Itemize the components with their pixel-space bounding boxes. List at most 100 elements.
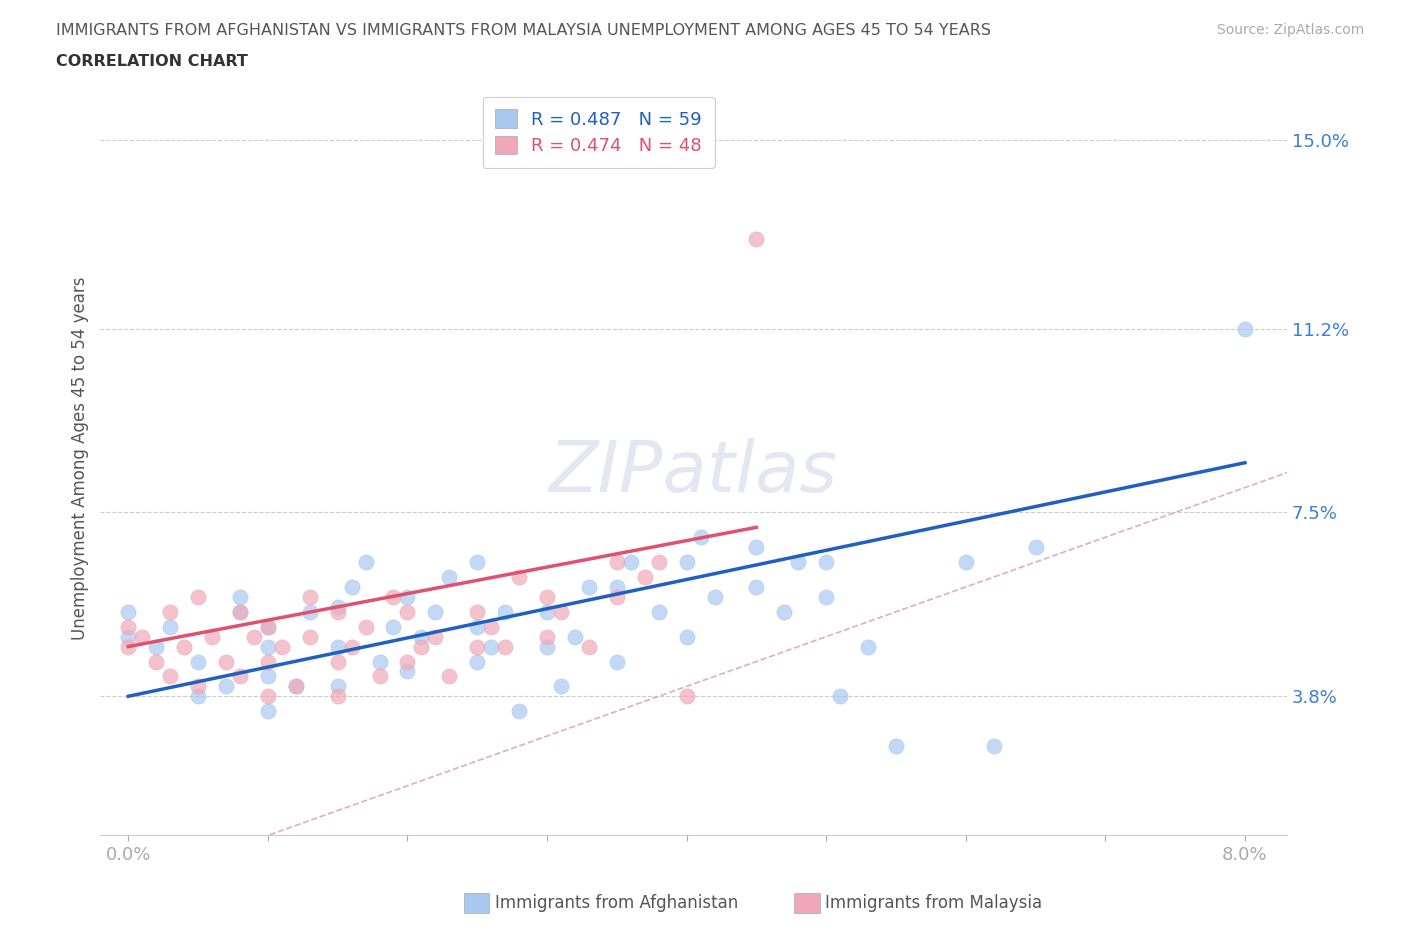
Point [479,639,502,654]
Point [396,590,419,604]
Point [1233,321,1256,336]
Point [159,604,181,619]
Point [815,590,838,604]
Point [298,590,321,604]
Point [606,579,628,594]
Point [550,604,572,619]
Point [159,619,181,634]
Point [745,232,768,246]
Point [382,590,405,604]
Point [787,554,810,569]
Point [856,639,879,654]
Point [257,619,280,634]
Point [425,630,447,644]
Text: IMMIGRANTS FROM AFGHANISTAN VS IMMIGRANTS FROM MALAYSIA UNEMPLOYMENT AMONG AGES : IMMIGRANTS FROM AFGHANISTAN VS IMMIGRANT… [56,23,991,38]
Point [257,689,280,704]
Text: CORRELATION CHART: CORRELATION CHART [56,54,247,69]
Point [187,679,209,694]
Point [298,604,321,619]
Point [479,619,502,634]
Point [173,639,195,654]
Point [340,579,363,594]
Point [465,619,488,634]
Point [884,738,907,753]
Point [955,554,977,569]
Point [425,604,447,619]
Point [257,704,280,719]
Point [270,639,292,654]
Point [536,590,558,604]
Point [117,604,139,619]
Point [117,619,139,634]
Point [215,654,238,669]
Point [215,679,238,694]
Point [508,704,530,719]
Point [396,604,419,619]
Point [187,689,209,704]
Point [354,554,377,569]
Point [439,569,461,584]
Point [257,669,280,684]
Point [620,554,643,569]
Point [243,630,266,644]
Point [396,654,419,669]
Point [229,604,252,619]
Text: ZIPatlas: ZIPatlas [550,438,838,508]
Point [536,639,558,654]
Point [465,554,488,569]
Point [647,604,669,619]
Legend: R = 0.487   N = 59, R = 0.474   N = 48: R = 0.487 N = 59, R = 0.474 N = 48 [482,97,714,168]
Point [675,554,697,569]
Point [465,604,488,619]
Point [284,679,307,694]
Text: Immigrants from Malaysia: Immigrants from Malaysia [825,894,1042,912]
Point [326,639,349,654]
Point [368,669,391,684]
Point [578,579,600,594]
Text: Immigrants from Afghanistan: Immigrants from Afghanistan [495,894,738,912]
Text: Source: ZipAtlas.com: Source: ZipAtlas.com [1216,23,1364,37]
Y-axis label: Unemployment Among Ages 45 to 54 years: Unemployment Among Ages 45 to 54 years [72,276,89,640]
Point [326,654,349,669]
Point [145,639,167,654]
Point [382,619,405,634]
Point [257,639,280,654]
Point [411,639,433,654]
Point [647,554,669,569]
Point [354,619,377,634]
Point [340,639,363,654]
Point [187,654,209,669]
Point [368,654,391,669]
Point [830,689,852,704]
Point [1025,539,1047,554]
Point [703,590,725,604]
Point [465,654,488,669]
Point [159,669,181,684]
Point [550,679,572,694]
Point [326,604,349,619]
Point [983,738,1005,753]
Point [773,604,796,619]
Point [745,539,768,554]
Point [606,554,628,569]
Point [117,639,139,654]
Point [411,630,433,644]
Point [229,590,252,604]
Point [606,654,628,669]
Point [508,569,530,584]
Point [117,630,139,644]
Point [675,689,697,704]
Point [326,679,349,694]
Point [257,654,280,669]
Point [284,679,307,694]
Point [634,569,657,584]
Point [465,639,488,654]
Point [326,689,349,704]
Point [536,630,558,644]
Point [187,590,209,604]
Point [145,654,167,669]
Point [229,604,252,619]
Point [815,554,838,569]
Point [439,669,461,684]
Point [606,590,628,604]
